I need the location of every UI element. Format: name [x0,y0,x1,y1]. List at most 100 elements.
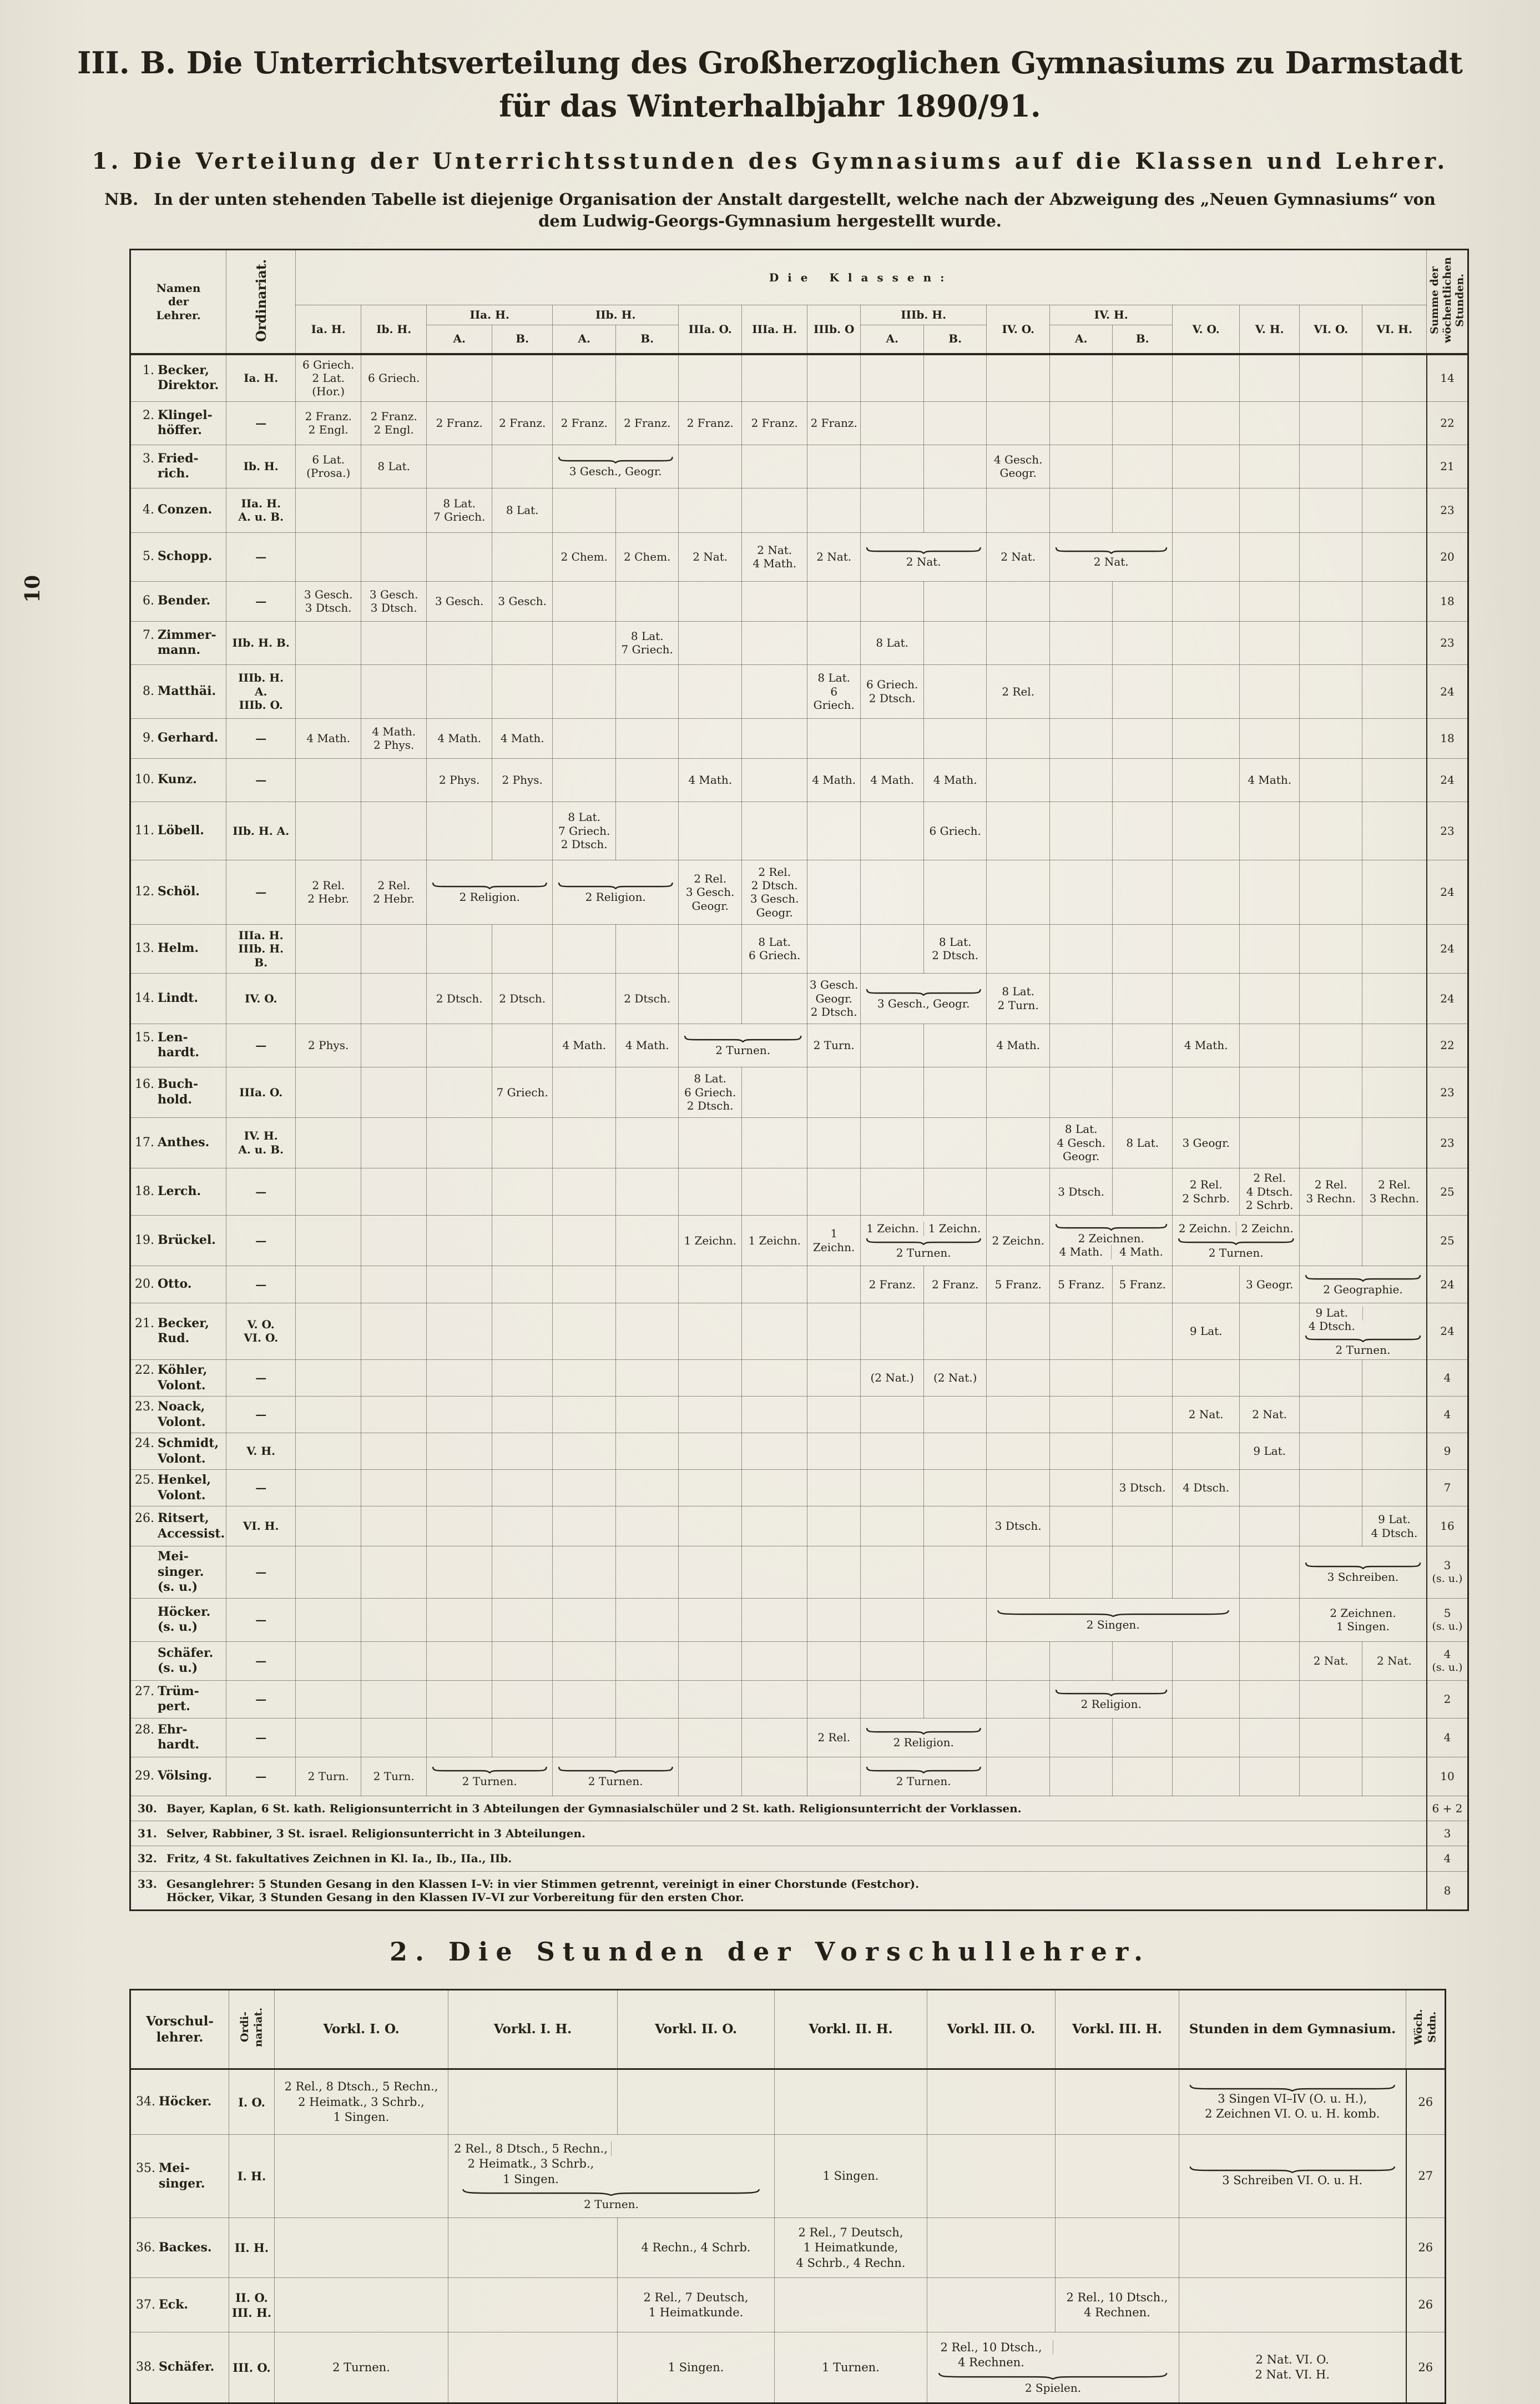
cell-empty [295,1469,362,1507]
teacher-number: 15. [135,1030,154,1045]
cell-empty [295,487,362,533]
cell-IIIbO: 2 Franz. [807,401,861,445]
cell-text: 8 Lat. 4 Gesch. Geogr. [1057,1122,1105,1163]
cell-text: 2 Franz. 2 Engl. [370,409,417,437]
weekly-sum: 26 [1405,2277,1446,2333]
weekly-sum: 23 [1426,621,1469,665]
sum-note: (s. u.) [1432,1620,1463,1632]
cell-IbH: 6 Griech. [361,354,427,402]
teacher-name-cell: 28. Ehr-hardt. [129,1717,227,1757]
cell-empty [448,2069,618,2135]
cell-empty [1299,1117,1363,1168]
cell-empty [986,718,1051,759]
ordinariat-cell: VI. H. [226,1506,296,1547]
cell-empty [986,758,1051,802]
cell-text: 8 Lat. [1126,1136,1159,1150]
teacher-name: Henkel, Volont. [158,1473,211,1503]
cell-empty [678,972,743,1024]
ordinariat-rotated-label: Ordinariat. [253,259,269,342]
teacher-row: 15. Len-hardt. — 2 Phys. 4 Math. 4 Math. 2 Tur… [129,1023,1469,1067]
class-column-header: IIa. H. [426,305,553,325]
teacher-number: 26. [135,1511,154,1526]
cell-empty [295,972,362,1024]
cell-text: 6 Griech. [929,824,981,838]
cell-empty [927,2134,1056,2219]
cell-empty [1049,1066,1113,1118]
column-header-weekly-hours: Wöch. Stdn. [1406,1989,1446,2070]
group-brace [1178,1238,1295,1245]
cell-empty [923,859,987,925]
cell-text: 9 Lat. 4 Dtsch. [1308,1306,1355,1333]
weekly-sum: 22 [1426,401,1469,445]
teacher-number: 28. [135,1722,154,1737]
teacher-name-cell: 26. Ritsert, Accessist. [129,1506,227,1547]
cell-empty [986,1756,1051,1796]
cell-empty [807,1546,861,1599]
column-header-preschool-teachers: Vorschul-lehrer. [130,1989,229,2070]
cell-IIIbO: 2 Turn. [807,1023,861,1067]
weekly-sum: 27 [1405,2134,1446,2219]
cell-empty [1172,354,1240,402]
cell-empty [1299,621,1363,665]
cell-P2H: 2 Rel., 7 Deutsch, 1 Heimatkunde, 4 Schrb.… [774,2217,927,2279]
cell-empty [615,1469,679,1507]
cell-text: 2 Dtsch. [499,991,546,1005]
cell-text [1053,2340,1177,2355]
teacher-name-cell: 2. Klingel-höffer. [129,401,227,445]
cell-empty [1362,924,1427,974]
cell-IVHA: 8 Lat. 4 Gesch. Geogr. [1049,1117,1113,1168]
cell-empty [426,924,493,974]
cell-text: 1 Zeichn. [866,1221,919,1235]
cell-empty [1239,859,1300,925]
cell-empty [1239,1066,1300,1118]
cell-empty [1299,1506,1363,1547]
cell-IIIaO: 4 Math. [678,758,743,802]
cell-empty [986,1396,1051,1434]
ordinariat-cell: II. H. [229,2217,275,2279]
cell-empty [426,1023,493,1067]
footnote-line: 33. Gesanglehrer: 5 Stunden Gesang in den… [138,1877,920,1891]
cell-segments: 2 Zeichn. 2 Zeichn. [1174,1221,1298,1236]
class-column-header: Ia. H. [295,305,362,355]
teacher-name-cell: 7. Zimmer-mann. [129,621,227,665]
cell-empty [552,487,617,533]
ordinariat-cell: — [226,532,296,582]
cell-empty [1362,581,1427,622]
cell-empty [1049,1359,1113,1397]
cell-empty [1112,621,1173,665]
cell-empty [923,444,987,488]
weekly-sum: 5 (s. u.) [1426,1597,1469,1642]
cell-empty [492,1023,553,1067]
cell-empty [295,621,362,665]
cell-text: 8 Lat. [377,460,411,473]
teacher-name-cell: 20. Otto. [129,1265,227,1303]
group-brace [432,882,548,889]
cell-empty [361,1717,427,1757]
cell-text: 4 Math. [996,1039,1041,1052]
cell-IIbA: 2 Chem. [552,532,617,582]
cell-text: 4 Dtsch. [1183,1481,1230,1495]
group-brace [432,1766,548,1773]
cell-text: 2 Chem. [561,550,608,564]
cell-empty [1299,1469,1363,1507]
teacher-number: 12. [135,885,154,899]
cell-text: 2 Dtsch. [624,991,671,1005]
cell-empty [295,924,362,974]
cell-empty [492,1641,553,1681]
cell-empty [552,924,617,974]
cell-text: 2 Franz. [932,1277,979,1291]
cell-empty [1112,581,1173,622]
cell-empty [678,444,743,488]
cell-empty [860,1396,925,1434]
cell-empty [1362,401,1427,445]
cell-IIbB: 2 Franz. [615,401,679,445]
teacher-row: 38. Schäfer. III. O. 2 Turnen. 1 Singen. 1 Tu… [130,2332,1446,2404]
cell-text: 3 Singen VI–IV (O. u. H.), 2 Zeichnen VI.… [1205,2092,1380,2121]
cell-VIH: 2 Nat. [1362,1641,1427,1681]
cell-empty [678,1265,743,1303]
cell-empty [426,1506,493,1547]
cell-empty [492,801,553,860]
cell-empty [1299,1717,1363,1757]
teacher-name: Schmidt, Volont. [158,1436,219,1466]
teacher-row: 19. Brückel. —1 Zeichn. 1 Zeichn. 1 Zeichn. 1… [129,1214,1469,1266]
